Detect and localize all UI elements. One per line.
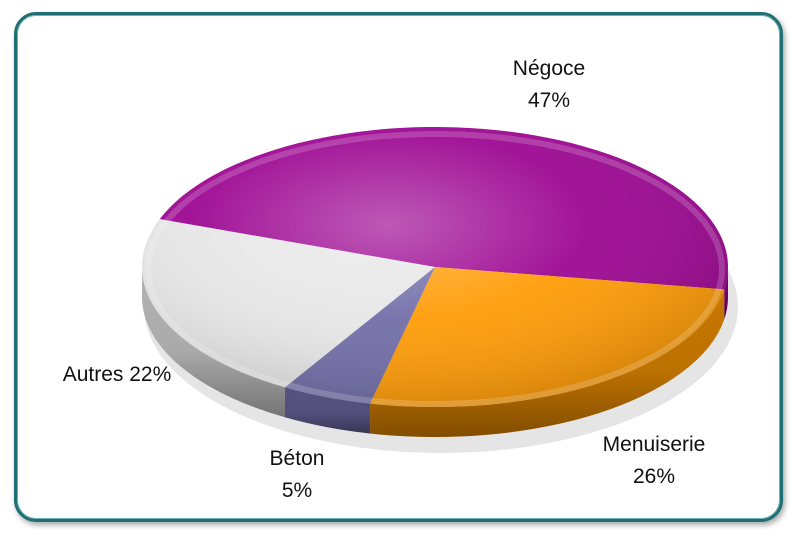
pie-slice-side-shade-autres [142, 267, 285, 418]
slice-label-autres-name: Autres [63, 363, 124, 386]
pie-slice-side-shade-beton [284, 387, 371, 434]
slice-label-beton-percent: 5% [282, 479, 312, 502]
slice-label-negoce-name: Négoce [513, 57, 585, 80]
slice-label-menuiserie-name: Menuiserie [603, 433, 706, 456]
slice-label-autres-percent: 22% [129, 363, 171, 386]
pie-slice-side-shade-menuiserie [370, 289, 725, 437]
pie-gloss [142, 127, 728, 407]
slice-label-negoce-percent: 47% [528, 89, 570, 112]
chart-frame: Négoce 47% Menuiserie 26% Béton 5% Autre… [14, 12, 783, 522]
slice-label-autres: Autres 22% [63, 363, 172, 386]
pie-chart: Négoce 47% Menuiserie 26% Béton 5% Autre… [63, 57, 738, 502]
slice-label-menuiserie-percent: 26% [633, 465, 675, 488]
slice-label-beton-name: Béton [270, 447, 325, 470]
pie-slice-side-shade-negoce [724, 267, 728, 320]
pie-bevel [145, 131, 725, 407]
